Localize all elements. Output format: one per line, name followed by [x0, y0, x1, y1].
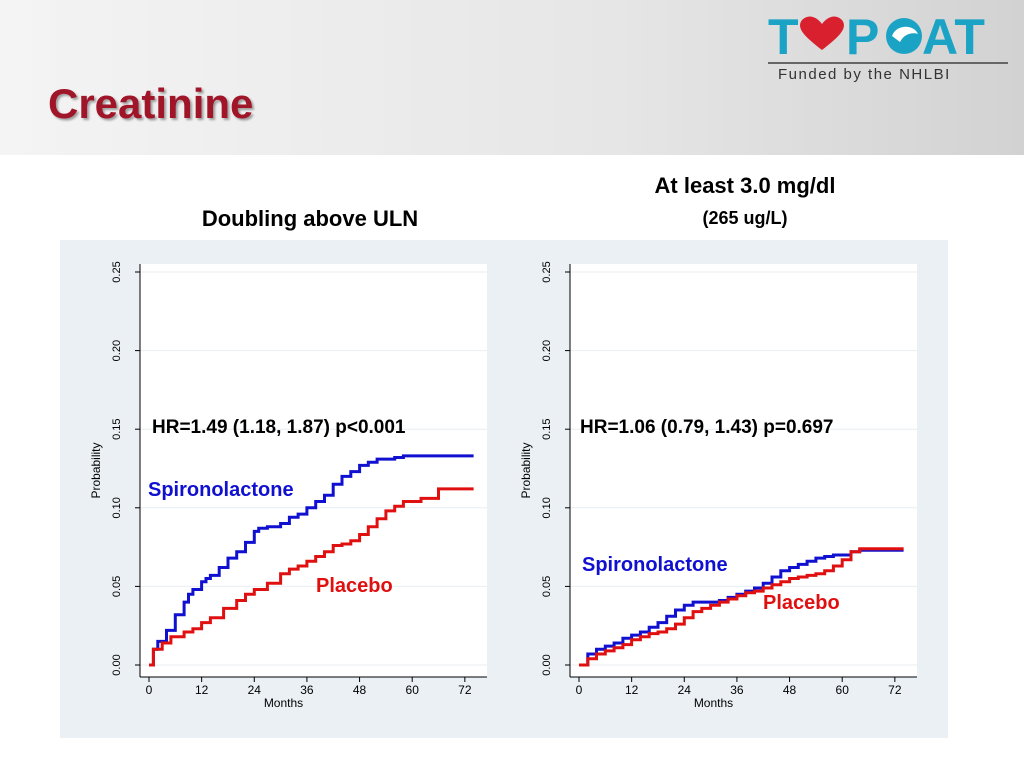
series-line-spironolactone: [579, 548, 904, 667]
hr-annotation: HR=1.49 (1.18, 1.87) p<0.001: [152, 417, 406, 438]
logo-mark-icon: T P AT: [768, 9, 985, 62]
logo-subtitle: Funded by the NHLBI: [778, 66, 951, 83]
plot-area: [570, 264, 917, 677]
heart-icon: [800, 16, 844, 50]
y-axis-title: Probability: [89, 442, 103, 498]
y-tick-label: 0.25: [111, 261, 123, 282]
series-label-spironolactone: Spironolactone: [148, 479, 294, 501]
chart-2: 0.00 0.05 0.10 0.15 0.20 0.25 0 12 24 36 48 60 72 Mon…: [519, 261, 917, 710]
plot-area: [140, 264, 487, 677]
y-tick-label: 0.00: [111, 654, 123, 675]
y-tick-label: 0.05: [111, 576, 123, 597]
y-tick-label: 0.15: [111, 418, 123, 439]
x-tick-label: 48: [783, 683, 797, 697]
x-tick-label: 60: [836, 683, 850, 697]
chart1-title: Doubling above ULN: [201, 206, 419, 231]
chart2-title: At least 3.0 mg/dl: [654, 173, 836, 198]
svg-text:P: P: [846, 9, 879, 62]
x-axis-title: Months: [694, 696, 733, 710]
y-tick-label: 0.10: [111, 497, 123, 518]
chart-1: 0.00 0.05 0.10 0.15 0.20 0.25 0 12 24 36 48 60 72 Mon…: [89, 261, 487, 710]
x-tick-label: 12: [195, 683, 209, 697]
series-line-spironolactone: [149, 454, 474, 667]
x-tick-label: 72: [458, 683, 472, 697]
x-tick-label: 36: [730, 683, 744, 697]
x-tick-label: 60: [406, 683, 420, 697]
header-band: [0, 0, 1024, 155]
x-tick-label: 48: [353, 683, 367, 697]
y-tick-label: 0.00: [541, 654, 553, 675]
y-tick-label: 0.15: [541, 418, 553, 439]
series-line-placebo: [579, 547, 904, 667]
series-label-placebo: Placebo: [316, 575, 393, 597]
series-label-placebo: Placebo: [763, 592, 840, 614]
svg-text:AT: AT: [922, 9, 985, 62]
y-tick-label: 0.05: [541, 576, 553, 597]
topcat-logo: Funded by the NHLBI T P AT: [764, 6, 1012, 88]
y-tick-label: 0.10: [541, 497, 553, 518]
x-tick-label: 0: [576, 683, 583, 697]
y-tick-label: 0.20: [111, 340, 123, 361]
slide-title: Creatinine: [48, 80, 254, 127]
y-tick-label: 0.25: [541, 261, 553, 282]
x-tick-label: 12: [625, 683, 639, 697]
hr-annotation: HR=1.06 (0.79, 1.43) p=0.697: [580, 417, 834, 438]
x-tick-label: 24: [248, 683, 262, 697]
x-tick-label: 72: [888, 683, 902, 697]
series-label-spironolactone: Spironolactone: [582, 554, 728, 576]
svg-text:T: T: [768, 9, 799, 62]
x-tick-label: 0: [146, 683, 153, 697]
x-tick-label: 24: [678, 683, 692, 697]
series-line-placebo: [149, 487, 474, 667]
x-tick-label: 36: [300, 683, 314, 697]
x-axis-title: Months: [264, 696, 303, 710]
y-tick-label: 0.20: [541, 340, 553, 361]
y-axis-title: Probability: [519, 442, 533, 498]
chart2-subtitle: (265 ug/L): [702, 208, 788, 228]
logo-divider: [768, 62, 1008, 64]
